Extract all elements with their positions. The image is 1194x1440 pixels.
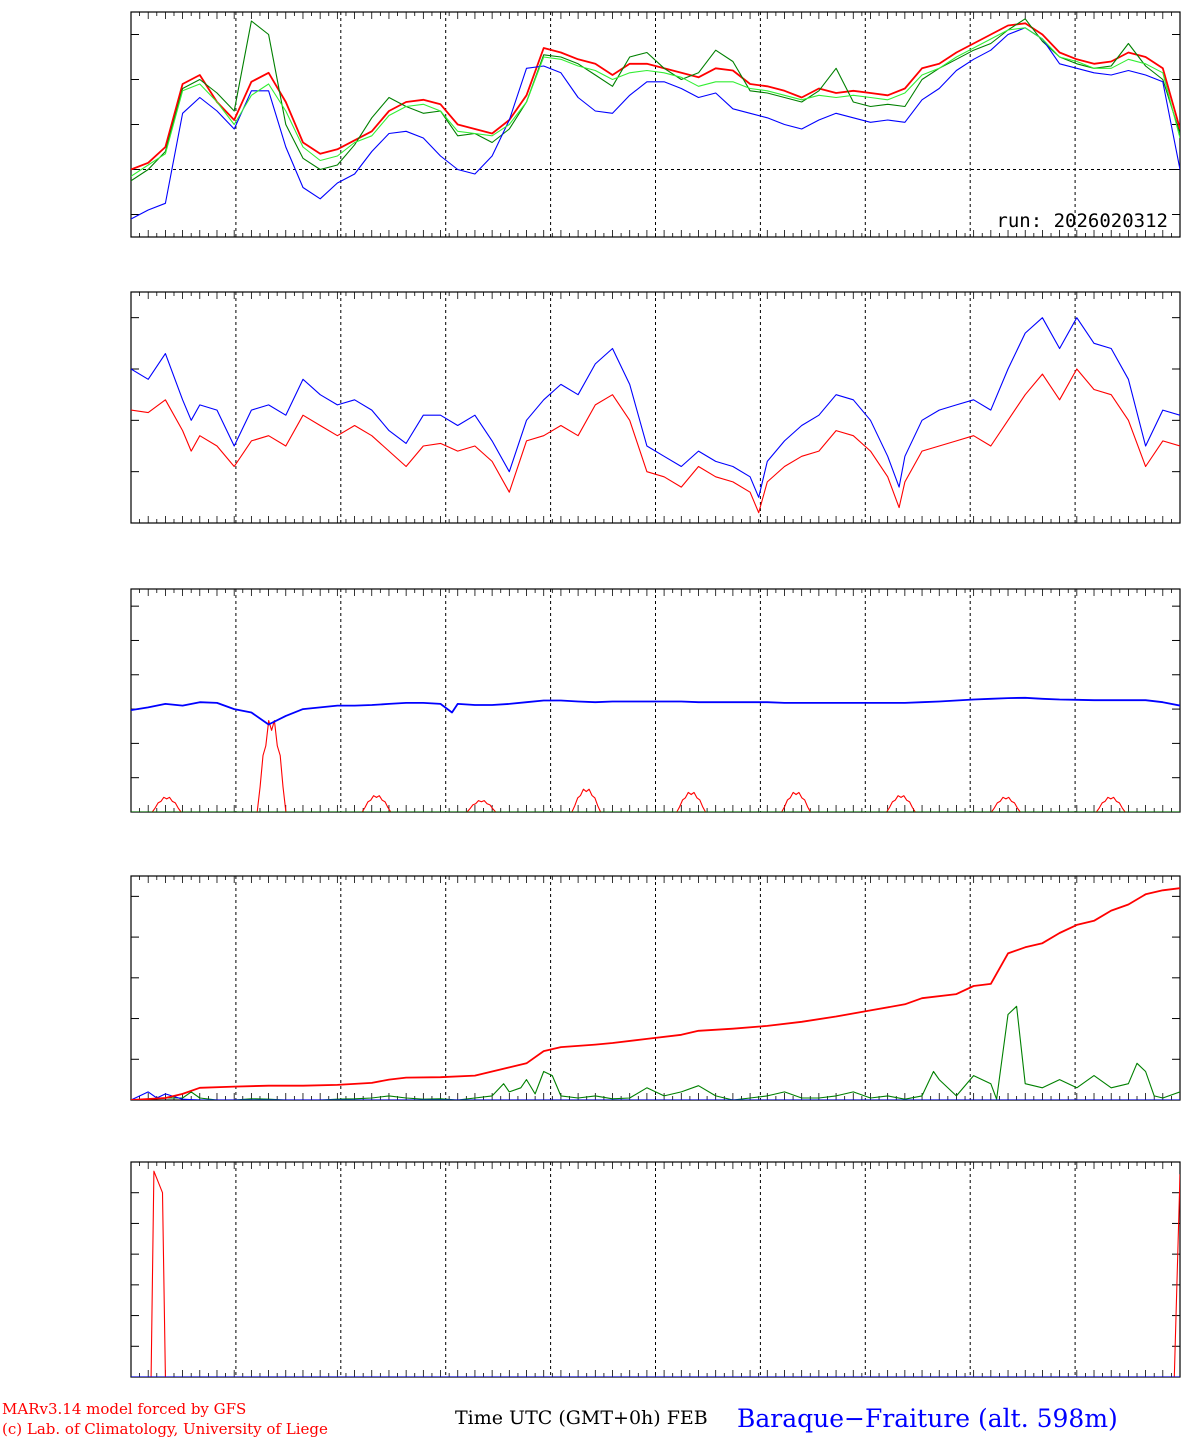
series-line-solar xyxy=(131,720,1180,812)
series-group xyxy=(131,1170,1180,1377)
station-name: Baraque−Fraiture (alt. 598m) xyxy=(737,1404,1118,1433)
series-group xyxy=(131,887,1180,1100)
series-group xyxy=(131,696,1180,812)
plot-frame xyxy=(130,11,1181,238)
plot-frame xyxy=(130,875,1181,1101)
chart-panel-4 xyxy=(130,875,1181,1101)
series-line-snow-precip-mm-h- xyxy=(131,1091,1180,1100)
series-group xyxy=(131,317,1180,514)
series-line-temperature xyxy=(131,22,1180,171)
chart-panel-2 xyxy=(130,291,1181,524)
series-line-dewpoint-temp xyxy=(131,27,1180,177)
chart-panel-5 xyxy=(130,1161,1181,1378)
series-line-wind-gust xyxy=(131,317,1180,498)
run-label: run: 2026020312 xyxy=(996,210,1168,232)
chart-panel-3 xyxy=(130,588,1181,813)
chart-panel-1 xyxy=(130,11,1181,238)
series-line-infrared xyxy=(131,696,1180,726)
footer-copyright: (c) Lab. of Climatology, University of L… xyxy=(2,1420,328,1438)
series-line-vigne-temp xyxy=(131,18,1180,182)
series-line-snow-height-cm- xyxy=(131,1170,1180,1377)
series-line-wind-speed xyxy=(131,368,1180,514)
series-line-total-cumulated-cm- xyxy=(131,887,1180,1100)
footer-model: MARv3.14 model forced by GFS xyxy=(2,1400,246,1418)
plot-frame xyxy=(130,588,1181,813)
series-line-liquid-precip-mm-h- xyxy=(131,1005,1180,1100)
series-line-humidex xyxy=(131,27,1180,220)
x-axis-title: Time UTC (GMT+0h) FEB xyxy=(455,1407,708,1429)
series-group xyxy=(131,18,1180,220)
